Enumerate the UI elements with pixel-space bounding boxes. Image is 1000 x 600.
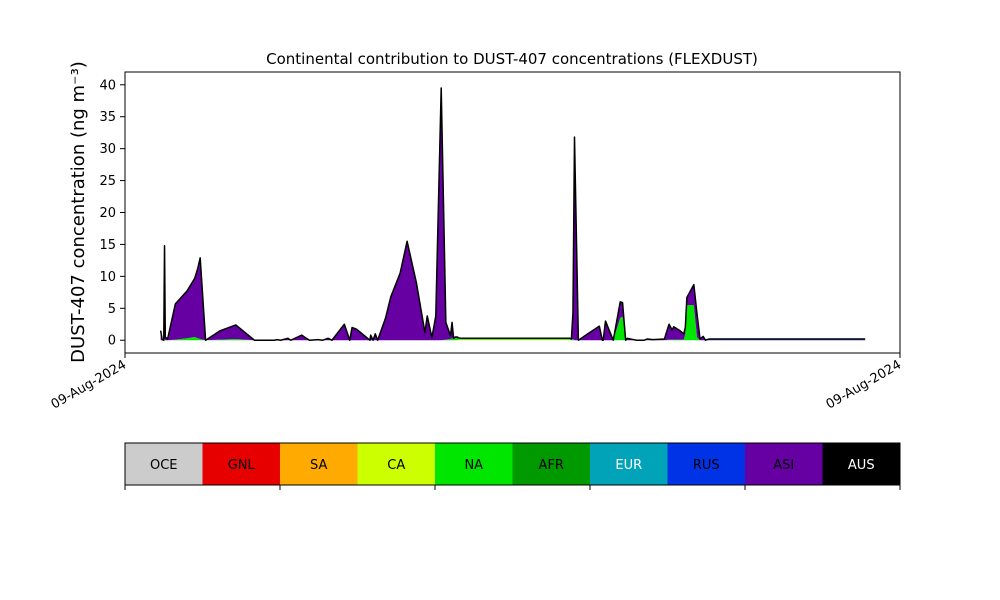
area-aus xyxy=(160,87,866,341)
legend-label-aus: AUS xyxy=(848,458,875,473)
legend-label-rus: RUS xyxy=(693,458,720,473)
area-asi xyxy=(160,87,866,341)
y-tick-label: 20 xyxy=(99,206,116,221)
legend-label-ca: CA xyxy=(387,458,405,473)
y-tick-label: 15 xyxy=(99,238,116,253)
legend-label-asi: ASI xyxy=(773,458,794,473)
area-rus xyxy=(160,305,866,341)
legend-swatch-aus xyxy=(822,443,900,485)
area-eur xyxy=(160,305,866,341)
x-axis-ticks: 09-Aug-2024 09-Aug-2024 xyxy=(49,353,904,413)
total-line-group xyxy=(159,87,866,341)
stacked-areas xyxy=(160,87,866,341)
plot-frame xyxy=(124,71,901,354)
y-tick-label: 35 xyxy=(99,110,116,125)
y-tick-label: 10 xyxy=(99,270,116,285)
area-ca xyxy=(160,339,866,341)
x-tick-label: 09-Aug-2024 xyxy=(824,357,904,412)
legend-frame xyxy=(124,442,901,486)
legend-swatch-sa xyxy=(280,443,358,485)
legend-label-sa: SA xyxy=(310,458,327,473)
plot-area: 0 5 10 15 20 25 30 35 40 09-Aug-2024 09-Aug-2024 xyxy=(49,71,904,413)
y-axis-ticks: 0 5 10 15 20 25 30 35 40 xyxy=(99,78,125,349)
y-tick-label: 40 xyxy=(99,78,116,93)
chart-title: Continental contribution to DUST-407 con… xyxy=(266,50,758,68)
x-tick-label: 09-Aug-2024 xyxy=(49,357,129,412)
area-na xyxy=(160,305,866,341)
legend-label-eur: EUR xyxy=(615,458,642,473)
legend-label-oce: OCE xyxy=(150,458,178,473)
legend-swatch-eur xyxy=(590,443,668,485)
legend-colorbar: OCE GNL SA CA NA AFR EUR RUS ASI AUS xyxy=(124,442,901,490)
legend-label-na: NA xyxy=(464,458,483,473)
legend-swatch-rus xyxy=(667,443,745,485)
legend-swatch-na xyxy=(435,443,513,485)
legend-swatch-afr xyxy=(512,443,590,485)
total-concentration-line xyxy=(159,87,866,341)
legend-label-afr: AFR xyxy=(539,458,564,473)
legend-label-gnl: GNL xyxy=(228,458,256,473)
legend-swatch-oce xyxy=(125,443,203,485)
y-tick-label: 5 xyxy=(108,302,116,317)
area-afr xyxy=(160,305,866,341)
legend-swatch-asi xyxy=(745,443,823,485)
legend-swatch-gnl xyxy=(202,443,280,485)
y-tick-label: 30 xyxy=(99,142,116,157)
legend-swatch-ca xyxy=(357,443,435,485)
y-tick-label: 25 xyxy=(99,174,116,189)
y-tick-label: 0 xyxy=(108,334,116,349)
y-axis-label: DUST-407 concentration (ng m⁻³) xyxy=(68,61,89,363)
